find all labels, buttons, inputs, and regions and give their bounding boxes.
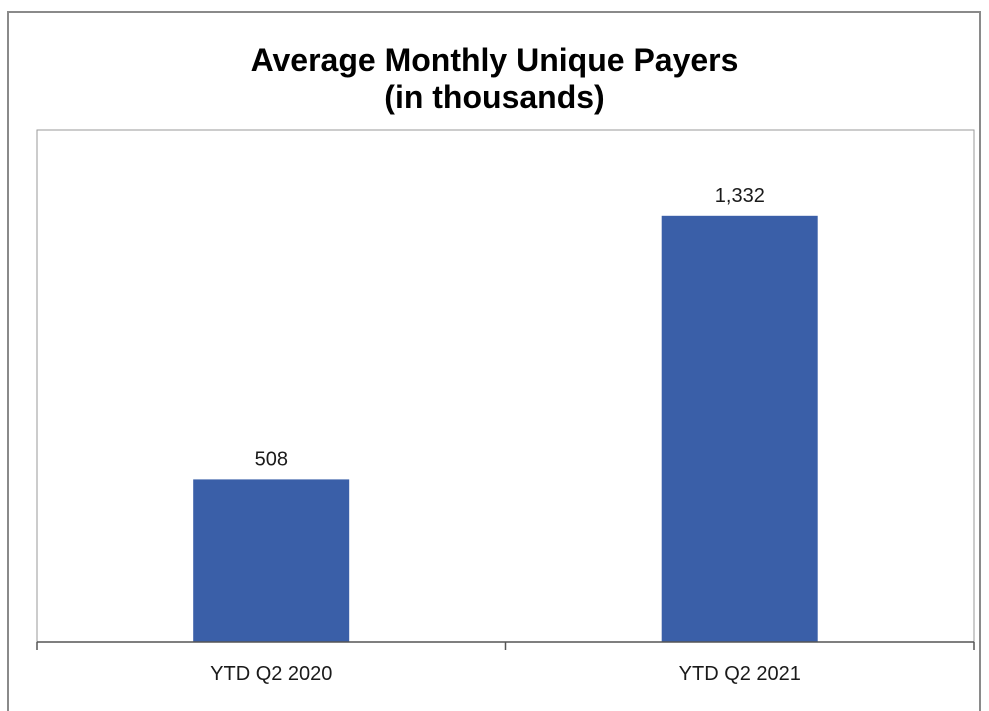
bars-group xyxy=(193,215,818,643)
bar-2 xyxy=(661,215,818,643)
plot-area xyxy=(36,129,975,643)
data-label-2: 1,332 xyxy=(715,185,765,207)
x-tick-label-1: YTD Q2 2020 xyxy=(210,663,332,685)
x-tick-label-2: YTD Q2 2021 xyxy=(679,663,801,685)
chart-title-line-1: Average Monthly Unique Payers xyxy=(250,42,739,78)
x-axis-ticks xyxy=(36,642,975,650)
chart-title: Average Monthly Unique Payers (in thousa… xyxy=(0,42,989,116)
chart-title-line-2: (in thousands) xyxy=(384,79,605,115)
x-axis-tick-labels: YTD Q2 2020 YTD Q2 2021 xyxy=(210,663,801,685)
bar-1 xyxy=(193,479,350,642)
chart-frame xyxy=(7,11,981,711)
data-labels-group: 508 1,332 xyxy=(255,185,765,471)
data-label-1: 508 xyxy=(255,448,288,470)
